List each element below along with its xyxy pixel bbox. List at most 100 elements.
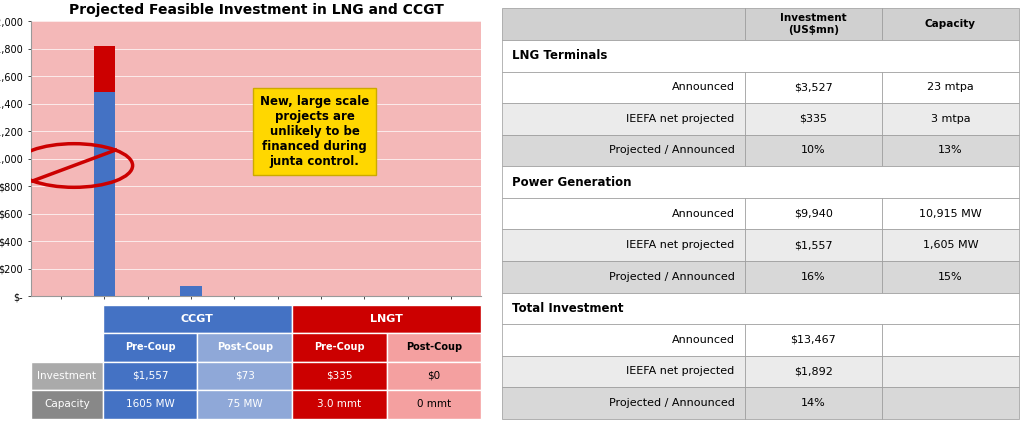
Text: Total Investment: Total Investment: [512, 302, 624, 315]
Text: 13%: 13%: [938, 146, 963, 156]
Bar: [882, 261, 1019, 293]
Text: Capacity: Capacity: [44, 399, 90, 409]
Bar: [744, 324, 882, 356]
Title: Projected Feasible Investment in LNG and CCGT: Projected Feasible Investment in LNG and…: [69, 3, 443, 17]
Bar: [102, 390, 198, 419]
Bar: [31, 390, 102, 419]
Bar: [744, 198, 882, 229]
Text: Post-Coup: Post-Coup: [406, 342, 462, 352]
Text: Post-Coup: Post-Coup: [217, 342, 272, 352]
Text: 3.0 mmt: 3.0 mmt: [317, 399, 361, 409]
Bar: [31, 362, 102, 390]
Text: 15%: 15%: [938, 272, 963, 282]
Text: IEEFA net projected: IEEFA net projected: [627, 240, 734, 250]
Bar: [502, 40, 1019, 71]
Text: Projected / Announced: Projected / Announced: [608, 272, 734, 282]
Text: New, large scale
projects are
unlikely to be
financed during
junta control.: New, large scale projects are unlikely t…: [260, 95, 370, 168]
Text: CCGT: CCGT: [181, 314, 214, 324]
Text: Projected / Announced: Projected / Announced: [608, 146, 734, 156]
Text: 14%: 14%: [801, 398, 825, 408]
Bar: [744, 229, 882, 261]
Bar: [502, 135, 744, 166]
Bar: [198, 390, 292, 419]
Bar: [502, 103, 744, 135]
Text: Pre-Coup: Pre-Coup: [125, 342, 175, 352]
Bar: [502, 71, 744, 103]
Text: 10,915 MW: 10,915 MW: [919, 209, 982, 219]
Text: Projected / Announced: Projected / Announced: [608, 398, 734, 408]
Bar: [744, 135, 882, 166]
Bar: [387, 362, 481, 390]
Text: 16%: 16%: [801, 272, 825, 282]
Bar: [882, 387, 1019, 419]
Text: Investment: Investment: [37, 371, 96, 381]
Bar: [387, 390, 481, 419]
Bar: [882, 103, 1019, 135]
Bar: [744, 8, 882, 40]
Text: Investment
(US$mn): Investment (US$mn): [780, 14, 847, 35]
Text: Announced: Announced: [672, 82, 734, 92]
Bar: [502, 8, 744, 40]
Text: $3,527: $3,527: [794, 82, 833, 92]
Text: IEEFA net projected: IEEFA net projected: [627, 366, 734, 376]
Bar: [198, 362, 292, 390]
Bar: [502, 356, 744, 387]
Text: $13,467: $13,467: [791, 335, 837, 345]
Bar: [744, 261, 882, 293]
Bar: [93, 46, 115, 92]
Bar: [292, 305, 481, 333]
Legend: CCGT, LNGT: CCGT, LNGT: [58, 389, 158, 407]
Bar: [31, 305, 102, 333]
Bar: [502, 387, 744, 419]
Text: $335: $335: [800, 114, 827, 124]
Bar: [198, 333, 292, 362]
Bar: [31, 333, 102, 362]
Bar: [502, 261, 744, 293]
Text: 0 mmt: 0 mmt: [417, 399, 451, 409]
Text: Power Generation: Power Generation: [512, 176, 632, 189]
Bar: [882, 356, 1019, 387]
Bar: [882, 198, 1019, 229]
Bar: [502, 198, 744, 229]
Text: IEEFA net projected: IEEFA net projected: [627, 114, 734, 124]
Bar: [882, 71, 1019, 103]
Text: $335: $335: [326, 371, 352, 381]
Text: LNGT: LNGT: [371, 314, 403, 324]
Bar: [744, 71, 882, 103]
Bar: [882, 8, 1019, 40]
Bar: [180, 286, 202, 296]
Text: Announced: Announced: [672, 209, 734, 219]
Text: $9,940: $9,940: [794, 209, 833, 219]
Text: Announced: Announced: [672, 335, 734, 345]
Bar: [102, 333, 198, 362]
Text: 10%: 10%: [801, 146, 825, 156]
Bar: [502, 166, 1019, 198]
Text: 1,605 MW: 1,605 MW: [923, 240, 978, 250]
Bar: [387, 333, 481, 362]
Text: $1,557: $1,557: [794, 240, 833, 250]
Bar: [93, 92, 115, 296]
Bar: [292, 362, 387, 390]
Text: 3 mtpa: 3 mtpa: [931, 114, 970, 124]
Text: 1605 MW: 1605 MW: [126, 399, 174, 409]
Bar: [502, 324, 744, 356]
Text: 75 MW: 75 MW: [227, 399, 262, 409]
Text: LNG Terminals: LNG Terminals: [512, 49, 607, 62]
Bar: [744, 356, 882, 387]
Text: 23 mtpa: 23 mtpa: [927, 82, 974, 92]
Bar: [882, 135, 1019, 166]
Text: $1,892: $1,892: [794, 366, 833, 376]
Bar: [292, 333, 387, 362]
Text: Pre-Coup: Pre-Coup: [314, 342, 365, 352]
Text: $0: $0: [427, 371, 440, 381]
Bar: [882, 324, 1019, 356]
Bar: [744, 103, 882, 135]
Text: $73: $73: [234, 371, 255, 381]
Bar: [102, 305, 292, 333]
Bar: [292, 390, 387, 419]
Text: Capacity: Capacity: [925, 19, 976, 29]
Bar: [502, 293, 1019, 324]
Bar: [502, 229, 744, 261]
Bar: [882, 229, 1019, 261]
Bar: [744, 387, 882, 419]
